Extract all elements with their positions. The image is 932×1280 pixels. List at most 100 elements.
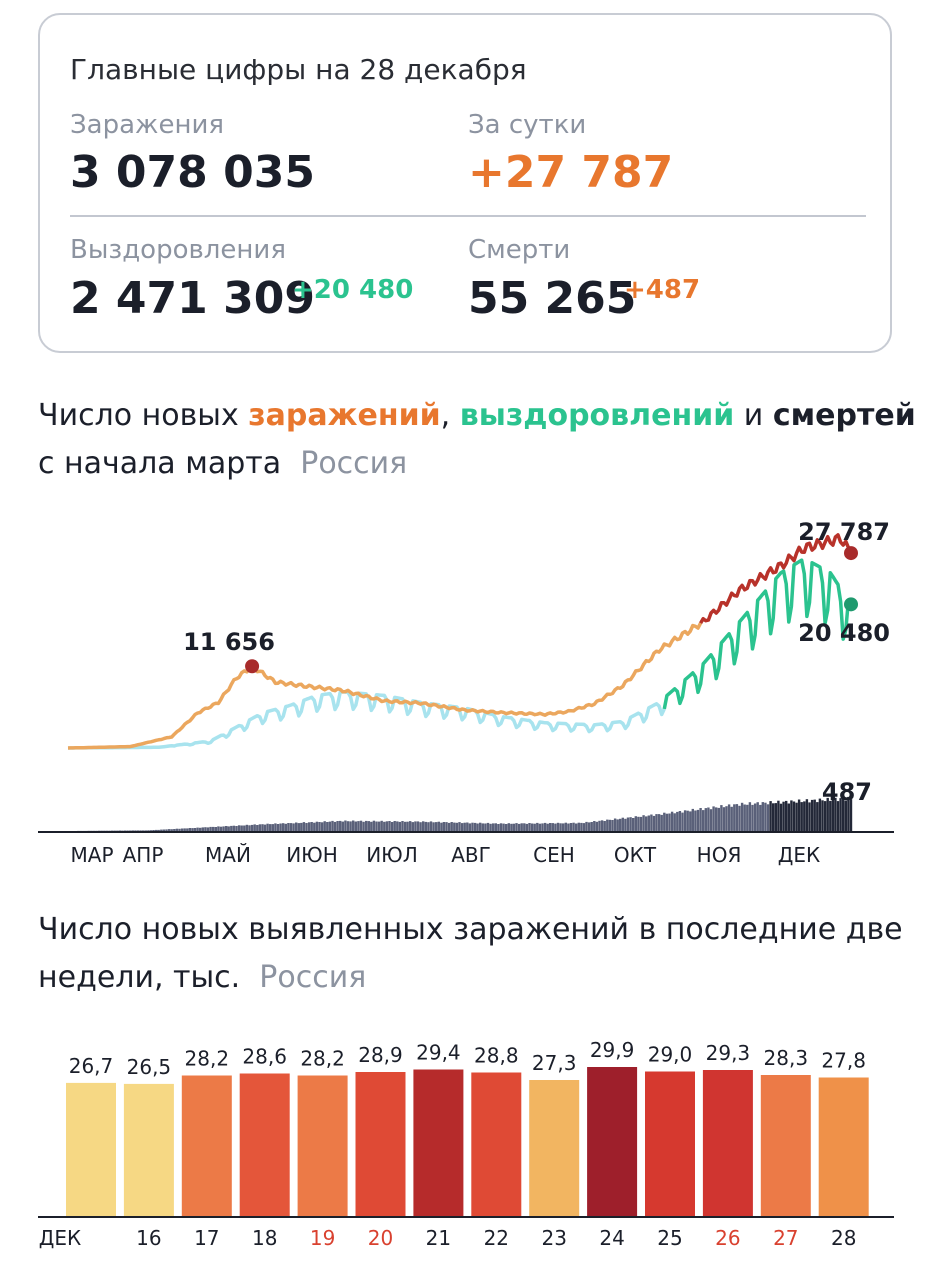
- deaths-bar: [341, 821, 344, 831]
- deaths-bar: [422, 821, 425, 831]
- deaths-bar: [842, 798, 845, 831]
- deaths-bar: [274, 823, 277, 831]
- deaths-bar: [149, 830, 153, 831]
- deaths-bar: [204, 827, 207, 831]
- bar-tick-label: 20: [368, 1226, 393, 1250]
- bar-24: [587, 1067, 638, 1216]
- deaths-bar: [600, 820, 604, 831]
- deaths-bar: [533, 823, 536, 831]
- deaths-bar: [479, 822, 482, 831]
- deaths-bar: [645, 816, 648, 831]
- deaths-bar: [297, 823, 300, 831]
- deaths-bar: [541, 823, 544, 831]
- deaths-bar: [554, 823, 557, 831]
- deaths-bar: [357, 821, 360, 831]
- bar-value-label: 29,3: [706, 1041, 751, 1065]
- deaths-bar: [608, 819, 612, 831]
- deaths-bar: [398, 821, 402, 831]
- deaths-bar: [250, 824, 254, 831]
- chart2-bars: 26,7 ДЕК 26,5 16 28,2 17 28,6 18 28,2 19 28,9 20 29,…: [39, 1038, 869, 1250]
- deaths-bar: [245, 824, 249, 831]
- deaths-bar: [118, 830, 122, 831]
- deaths-bar: [590, 822, 593, 831]
- deaths-bar: [585, 821, 588, 831]
- deaths-bar: [134, 830, 137, 831]
- marker-peak-infections: [245, 659, 260, 674]
- deaths-bar: [193, 828, 197, 831]
- deaths-bar: [766, 804, 770, 831]
- month-label: МАЙ: [205, 843, 251, 867]
- deaths-bar: [424, 821, 427, 831]
- bar-20: [355, 1072, 406, 1216]
- deaths-bar: [546, 823, 549, 831]
- deaths-bar: [528, 823, 531, 831]
- deaths-bar: [212, 826, 215, 831]
- deaths-bar: [753, 803, 757, 831]
- deaths-bar: [276, 824, 280, 831]
- deaths-bar: [175, 828, 179, 831]
- deaths-bar: [572, 822, 575, 831]
- deaths-bar: [284, 823, 287, 831]
- deaths-bar: [435, 822, 438, 831]
- bar-value-label: 29,0: [648, 1043, 693, 1067]
- deaths-bar: [727, 804, 731, 831]
- deaths-bar: [310, 822, 313, 831]
- deaths-bar: [411, 822, 414, 831]
- deaths-label: Смерти: [468, 235, 571, 265]
- deaths-bar: [810, 799, 814, 831]
- deaths-bar: [847, 796, 850, 831]
- deaths-bar: [258, 824, 262, 831]
- deaths-bar: [440, 822, 443, 831]
- deaths-bar: [823, 801, 827, 831]
- month-label: ИЮН: [286, 843, 338, 867]
- deaths-bar: [785, 800, 788, 831]
- deaths-bar: [696, 809, 700, 831]
- deaths-bar: [367, 821, 370, 831]
- deaths-bar: [613, 818, 617, 831]
- bar-value-label: 28,2: [185, 1047, 230, 1071]
- deaths-bar: [393, 821, 396, 831]
- deaths-bar: [266, 823, 269, 831]
- chart1-title-prefix: Число новых: [38, 398, 249, 433]
- deaths-bar: [445, 822, 448, 831]
- deaths-bar: [743, 804, 746, 831]
- deaths-bar: [429, 821, 433, 831]
- deaths-bar: [702, 810, 705, 831]
- deaths-bar: [484, 823, 487, 831]
- deaths-bar: [733, 804, 736, 831]
- deaths-bar: [489, 823, 492, 831]
- deaths-bar: [383, 821, 386, 831]
- deaths-bar: [225, 826, 228, 831]
- deaths-bar: [715, 807, 718, 831]
- deaths-bar: [432, 822, 435, 831]
- deaths-bar: [507, 823, 510, 831]
- deaths-bar: [209, 826, 212, 831]
- deaths-bar: [271, 824, 274, 831]
- deaths-bar: [494, 823, 497, 831]
- deaths-bar: [289, 823, 293, 831]
- deaths-bar: [199, 827, 202, 831]
- deaths-bar: [460, 823, 464, 831]
- deaths-bar: [502, 823, 505, 831]
- deaths-bar: [305, 823, 308, 831]
- deaths-bar: [396, 821, 399, 831]
- deaths-bar: [157, 829, 160, 831]
- deaths-bar: [748, 802, 752, 831]
- chart2-title-line1: Число новых выявленных заражений в после…: [38, 912, 903, 947]
- deaths-bar: [217, 826, 220, 831]
- deaths-bar: [453, 822, 456, 831]
- deaths-bar: [388, 821, 391, 831]
- deaths-bar: [746, 804, 749, 831]
- recoveries-line-late: [662, 558, 853, 710]
- deaths-bar: [471, 822, 474, 831]
- chart1-title-and: и: [734, 398, 773, 433]
- deaths-bar: [831, 799, 835, 831]
- deaths-bar: [370, 821, 373, 831]
- deaths-bar: [497, 824, 500, 831]
- deaths-bar: [447, 822, 451, 831]
- deaths-bar: [787, 803, 790, 831]
- bar-tick-label: 16: [136, 1226, 161, 1250]
- deaths-bar: [372, 820, 376, 831]
- deaths-bar: [147, 830, 150, 831]
